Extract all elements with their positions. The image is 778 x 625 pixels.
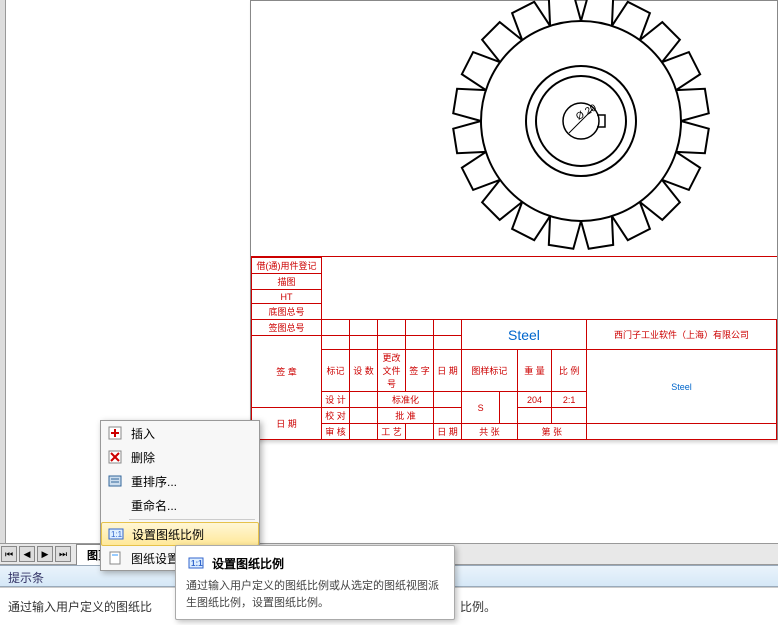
tb-left-6: 日 期	[252, 408, 322, 440]
hint-label: 提示条	[8, 571, 44, 585]
status-text: 通过输入用户定义的图纸比	[8, 600, 152, 614]
menu-delete[interactable]: 删除	[101, 445, 259, 469]
svg-text:1:1: 1:1	[191, 559, 203, 568]
delete-icon	[105, 448, 125, 466]
tb-left-1: 描图	[252, 274, 322, 290]
tb-company: 西门子工业软件（上海）有限公司	[586, 320, 776, 350]
status-suffix: 比例。	[460, 598, 496, 615]
tb-left-3: 底图总号	[252, 304, 322, 320]
insert-icon	[105, 424, 125, 442]
menu-insert-label: 插入	[131, 425, 251, 442]
tab-prev-button[interactable]: ◀	[19, 546, 35, 562]
tooltip-title: 设置图纸比例	[212, 555, 284, 572]
menu-set-scale-label: 设置图纸比例	[132, 526, 250, 543]
reorder-icon	[105, 472, 125, 490]
menu-reorder[interactable]: 重排序...	[101, 469, 259, 493]
gear-drawing: Ø 20	[431, 0, 731, 271]
menu-delete-label: 删除	[131, 449, 251, 466]
menu-insert[interactable]: 插入	[101, 421, 259, 445]
menu-rename[interactable]: 重命名...	[101, 493, 259, 517]
sheet-icon	[105, 549, 125, 567]
tab-next-button[interactable]: ▶	[37, 546, 53, 562]
menu-separator	[129, 519, 255, 520]
tooltip: 1:1 设置图纸比例 通过输入用户定义的图纸比例或从选定的图纸视图派生图纸比例，…	[175, 545, 455, 620]
menu-set-scale[interactable]: 1:1 设置图纸比例	[101, 522, 259, 546]
title-block: 借(通)用件登记 描图 HT 底图总号 签图总号 Steel 西门子工业软件（上…	[251, 256, 777, 440]
drawing-canvas: Ø 20 借(通)用件登记 描图 HT 底图总号 签图总号 Steel 西门子工…	[0, 0, 778, 625]
tb-left-4: 签图总号	[252, 320, 322, 336]
menu-reorder-label: 重排序...	[131, 473, 251, 490]
svg-text:1:1: 1:1	[111, 530, 123, 539]
tb-left-2: HT	[252, 290, 322, 304]
menu-rename-label: 重命名...	[131, 497, 251, 514]
tb-left-5: 签 章	[252, 336, 322, 408]
left-ruler	[0, 0, 6, 555]
tab-last-button[interactable]: ⏭	[55, 546, 71, 562]
tooltip-body: 通过输入用户定义的图纸比例或从选定的图纸视图派生图纸比例，设置图纸比例。	[186, 578, 444, 611]
drawing-sheet[interactable]: Ø 20 借(通)用件登记 描图 HT 底图总号 签图总号 Steel 西门子工…	[250, 0, 778, 440]
tab-first-button[interactable]: ⏮	[1, 546, 17, 562]
tb-steel: Steel	[462, 320, 587, 350]
tooltip-scale-icon: 1:1	[186, 554, 206, 572]
blank-icon	[105, 496, 125, 514]
tb-left-0: 借(通)用件登记	[252, 258, 322, 274]
scale-icon: 1:1	[106, 525, 126, 543]
